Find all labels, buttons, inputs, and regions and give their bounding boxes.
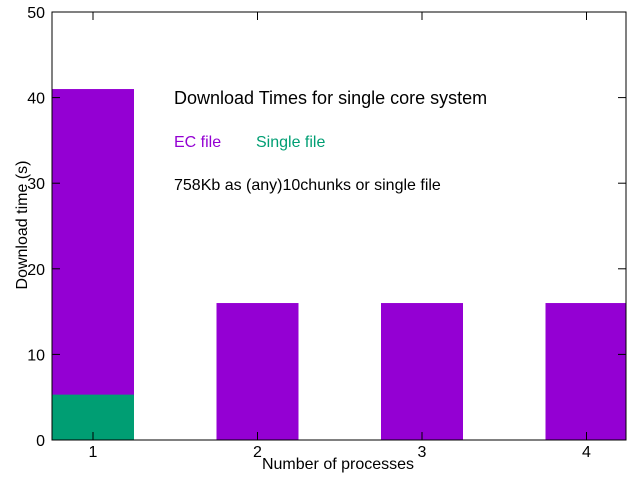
y-tick-label: 30 bbox=[27, 176, 45, 193]
x-tick-label: 2 bbox=[253, 444, 262, 461]
y-tick-label: 20 bbox=[27, 262, 45, 279]
legend-single-file: Single file bbox=[256, 134, 325, 151]
x-tick-label: 1 bbox=[89, 444, 98, 461]
legend-ec-file: EC file bbox=[174, 134, 221, 151]
x-tick-label: 3 bbox=[418, 444, 427, 461]
bars-layer bbox=[52, 89, 626, 440]
x-axis-label: Number of processes bbox=[262, 456, 414, 473]
y-axis-ticks: 0 10 20 30 40 50 bbox=[27, 5, 626, 450]
y-tick-label: 40 bbox=[27, 91, 45, 108]
y-tick-label: 0 bbox=[36, 433, 45, 450]
x-tick-label: 4 bbox=[582, 444, 591, 461]
y-axis-label: Download time (s) bbox=[14, 161, 31, 290]
x-axis-ticks: 1 2 3 4 bbox=[89, 12, 591, 461]
bar-ec-file-4 bbox=[545, 303, 626, 440]
y-tick-label: 50 bbox=[27, 5, 45, 22]
chart-subtitle: 758Kb as (any)10chunks or single file bbox=[174, 177, 441, 194]
axes-layer bbox=[51, 11, 627, 441]
bar-ec-file-1 bbox=[52, 89, 134, 440]
bar-ec-file-3 bbox=[381, 303, 463, 440]
y-tick-label: 10 bbox=[27, 347, 45, 364]
chart-title: Download Times for single core system bbox=[174, 88, 487, 108]
plot-frame bbox=[51, 11, 627, 441]
bar-ec-file-2 bbox=[216, 303, 299, 440]
